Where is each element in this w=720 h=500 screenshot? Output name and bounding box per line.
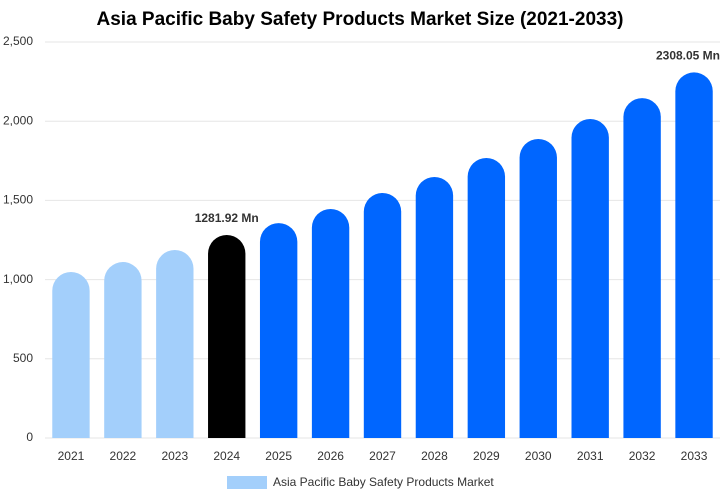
bar (467, 157, 506, 439)
x-tick-label: 2022 (110, 449, 137, 463)
y-tick-label: 0 (26, 430, 33, 444)
bar (208, 234, 246, 438)
x-tick-label: 2021 (58, 449, 85, 463)
x-tick-label: 2024 (213, 449, 240, 463)
y-tick-label: 500 (13, 351, 33, 365)
legend-label[interactable]: Asia Pacific Baby Safety Products Market (273, 475, 494, 489)
x-tick-label: 2033 (681, 449, 708, 463)
y-tick-label: 2,000 (3, 113, 33, 127)
y-tick-label: 2,500 (3, 34, 33, 48)
bar (675, 72, 713, 438)
y-tick-label: 1,000 (3, 272, 33, 286)
bar (571, 118, 609, 438)
y-tick-label: 1,500 (3, 193, 33, 207)
bar (311, 208, 350, 438)
x-tick-label: 2023 (161, 449, 188, 463)
bar (259, 223, 298, 438)
x-tick-label: 2025 (265, 449, 292, 463)
x-tick-label: 2029 (473, 449, 500, 463)
bar (519, 138, 557, 438)
chart-title: Asia Pacific Baby Safety Products Market… (97, 9, 624, 30)
value-label: 2308.05 Mn (656, 49, 720, 63)
value-label: 1281.92 Mn (195, 211, 259, 225)
x-tick-label: 2030 (525, 449, 552, 463)
x-tick-label: 2026 (317, 449, 344, 463)
x-tick-label: 2031 (577, 449, 604, 463)
x-tick-label: 2032 (629, 449, 656, 463)
bar (156, 249, 194, 438)
x-tick-label: 2027 (369, 449, 396, 463)
bar (415, 176, 454, 439)
bar (104, 262, 142, 438)
legend-swatch (227, 476, 267, 489)
bar (623, 98, 661, 438)
bar (52, 271, 90, 438)
bar (363, 192, 402, 438)
x-tick-label: 2028 (421, 449, 448, 463)
